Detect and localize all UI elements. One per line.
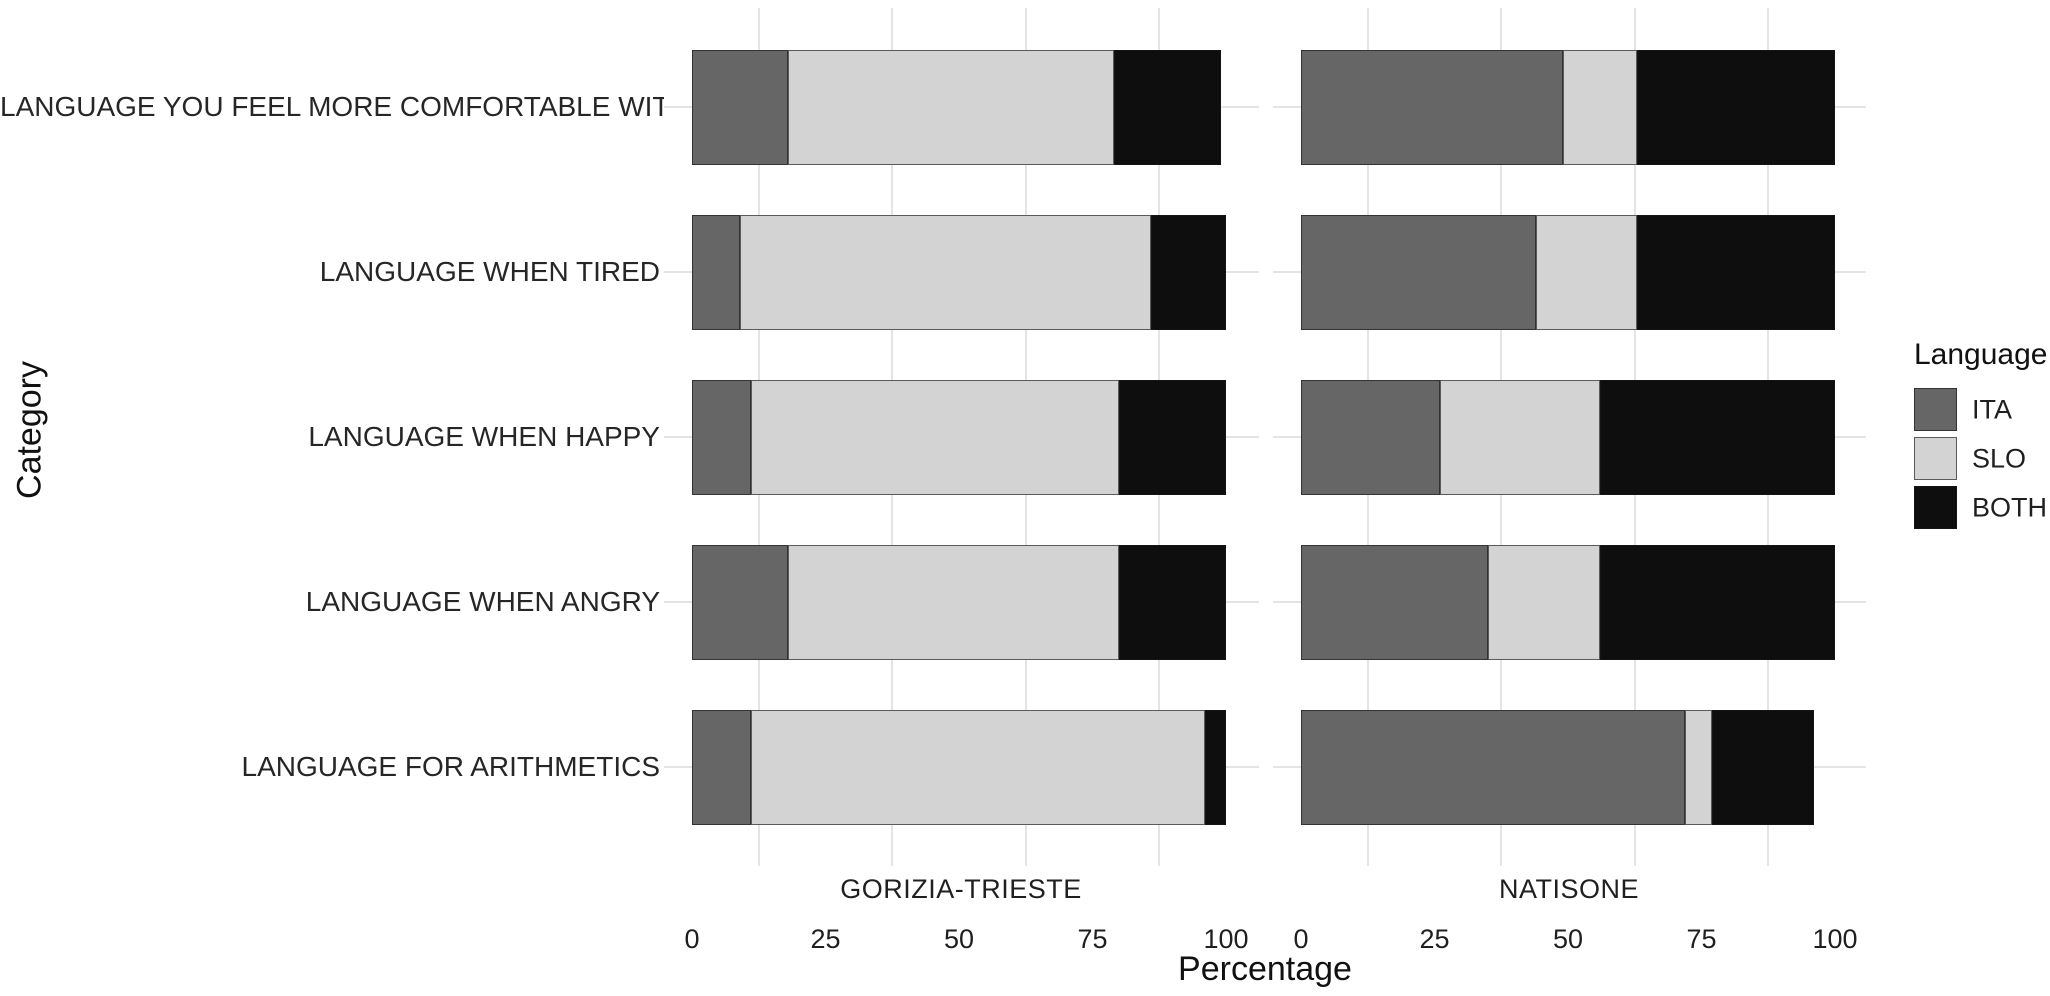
bar-segment-ita bbox=[692, 49, 789, 165]
bar-segment-slo bbox=[1487, 544, 1601, 660]
bar-segment-both bbox=[1600, 379, 1835, 495]
x-tick-label: 25 bbox=[1419, 924, 1450, 954]
bar-segment-both bbox=[1119, 379, 1226, 495]
x-tick-label: 75 bbox=[1686, 924, 1717, 954]
category-label-arithmetics: LANGUAGE FOR ARITHMETICS bbox=[241, 751, 661, 782]
x-tick-label: 50 bbox=[943, 924, 975, 954]
bar-segment-slo bbox=[788, 544, 1120, 660]
bar-segment-both bbox=[1119, 544, 1226, 660]
facet-panel-gorizia-trieste bbox=[664, 8, 1259, 866]
x-tick-label: 25 bbox=[810, 924, 841, 954]
bar-segment-ita bbox=[692, 379, 751, 495]
bar-segment-both bbox=[1151, 214, 1226, 330]
bar-segment-slo bbox=[1439, 379, 1601, 495]
bar-segment-ita bbox=[1301, 544, 1488, 660]
bar-segment-both bbox=[1113, 49, 1221, 165]
legend-swatch-slo bbox=[1914, 437, 1957, 480]
x-tick-label: 50 bbox=[1552, 924, 1584, 954]
x-tick-label: 0 bbox=[684, 924, 700, 954]
x-tick-label: 100 bbox=[1812, 924, 1858, 954]
bar-segment-ita bbox=[692, 544, 789, 660]
legend-item-both: BOTH bbox=[1912, 486, 2047, 529]
facet-label-gorizia-trieste: GORIZIA-TRIESTE bbox=[840, 874, 1082, 904]
category-label-comfortable: LANGUAGE YOU FEEL MORE COMFORTABLE WITH bbox=[0, 91, 690, 122]
facet-panel-natisone bbox=[1273, 8, 1866, 866]
category-label-happy: LANGUAGE WHEN HAPPY bbox=[308, 421, 660, 452]
legend-label-ita: ITA bbox=[1972, 394, 2012, 424]
bar-segment-slo bbox=[788, 49, 1114, 165]
bar-segment-both bbox=[1637, 49, 1835, 165]
category-label-tired: LANGUAGE WHEN TIRED bbox=[319, 256, 660, 287]
bar-segment-both bbox=[1712, 709, 1814, 825]
bar-segment-both bbox=[1600, 544, 1835, 660]
bar-segment-ita bbox=[1301, 709, 1686, 825]
legend-title: Language bbox=[1914, 338, 2048, 371]
legend-label-both: BOTH bbox=[1972, 492, 2048, 522]
facet-label-natisone: NATISONE bbox=[1498, 874, 1640, 904]
bar-segment-slo bbox=[750, 709, 1205, 825]
bar-segment-slo bbox=[1535, 214, 1638, 330]
legend: Language ITA SLO BOTH bbox=[1912, 338, 2047, 535]
bar-segment-both bbox=[1637, 214, 1835, 330]
legend-swatch-ita bbox=[1914, 388, 1957, 431]
x-tick-label: 75 bbox=[1077, 924, 1108, 954]
bar-segment-slo bbox=[750, 379, 1120, 495]
x-tick-label: 100 bbox=[1203, 924, 1249, 954]
legend-swatch-both bbox=[1914, 486, 1957, 529]
bar-segment-both bbox=[1204, 709, 1226, 825]
bar-segment-slo bbox=[740, 214, 1152, 330]
legend-item-slo: SLO bbox=[1912, 437, 2047, 480]
category-label-angry: LANGUAGE WHEN ANGRY bbox=[305, 586, 660, 617]
bar-segment-ita bbox=[692, 214, 741, 330]
bar-segment-slo bbox=[1562, 49, 1638, 165]
bar-segment-slo bbox=[1685, 709, 1713, 825]
bar-segment-ita bbox=[1301, 214, 1536, 330]
legend-label-slo: SLO bbox=[1972, 443, 2027, 473]
bar-segment-ita bbox=[1301, 49, 1563, 165]
legend-item-ita: ITA bbox=[1912, 388, 2047, 431]
bar-segment-ita bbox=[1301, 379, 1440, 495]
x-tick-label: 0 bbox=[1293, 924, 1309, 954]
bar-segment-ita bbox=[692, 709, 751, 825]
x-axis-title: Percentage bbox=[1178, 950, 1352, 988]
